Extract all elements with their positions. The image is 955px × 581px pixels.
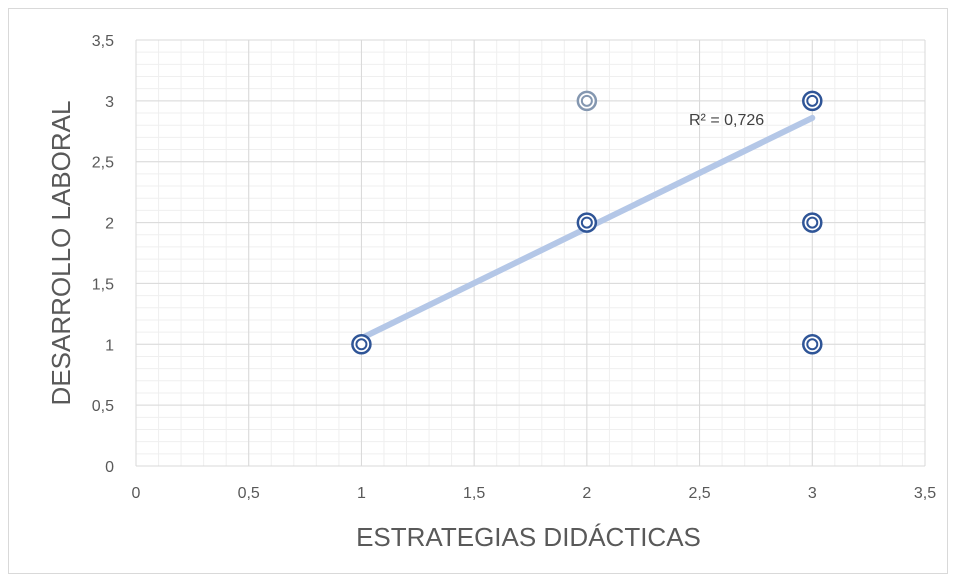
y-tick-label: 3 <box>105 94 114 111</box>
x-tick-label: 1,5 <box>463 485 485 502</box>
data-point <box>576 90 598 112</box>
y-tick-label: 0,5 <box>92 398 114 415</box>
y-axis-title: DESARROLLO LABORAL <box>46 101 76 406</box>
x-tick-label: 2,5 <box>688 485 710 502</box>
y-tick-label: 1,5 <box>92 276 114 293</box>
x-tick-label: 0 <box>132 485 141 502</box>
y-tick-label: 0 <box>105 459 114 476</box>
data-point <box>576 212 598 233</box>
x-tick-label: 3 <box>808 485 817 502</box>
x-tick-label: 3,5 <box>914 485 936 502</box>
r-squared-label: R² = 0,726 <box>689 112 764 129</box>
x-tick-labels: 0 0,5 1 1,5 2 2,5 3 3,5 <box>132 485 937 502</box>
data-point <box>802 212 823 233</box>
chart-frame <box>8 8 948 574</box>
data-point <box>351 334 372 355</box>
x-axis-title: ESTRATEGIAS DIDÁCTICAS <box>356 522 701 552</box>
y-tick-labels: 0 0,5 1 1,5 2 2,5 3 3,5 <box>92 33 114 476</box>
data-point <box>802 90 823 112</box>
major-grid <box>135 39 926 467</box>
y-tick-label: 2 <box>105 216 114 233</box>
data-points <box>351 90 823 355</box>
x-tick-label: 0,5 <box>238 485 260 502</box>
y-tick-label: 2,5 <box>92 155 114 172</box>
y-tick-label: 3,5 <box>92 33 114 50</box>
data-point <box>802 334 823 355</box>
y-tick-label: 1 <box>105 337 114 354</box>
x-tick-label: 2 <box>582 485 591 502</box>
x-tick-label: 1 <box>357 485 366 502</box>
